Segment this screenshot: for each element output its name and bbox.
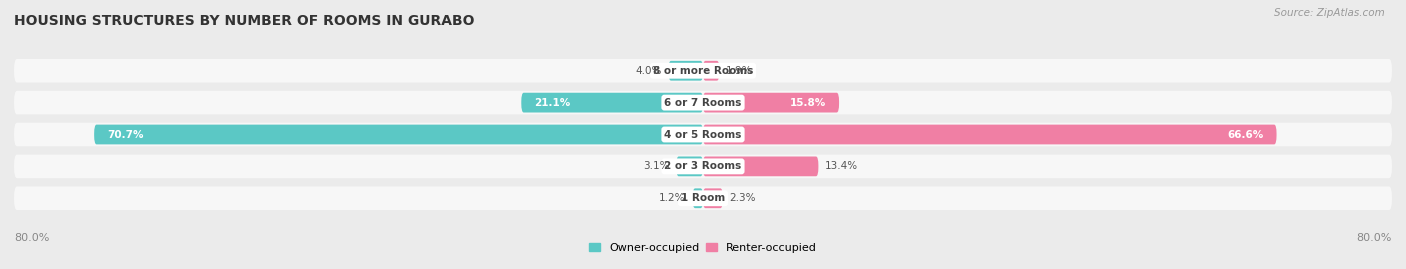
FancyBboxPatch shape xyxy=(703,157,818,176)
FancyBboxPatch shape xyxy=(14,91,1392,114)
Text: 8 or more Rooms: 8 or more Rooms xyxy=(652,66,754,76)
FancyBboxPatch shape xyxy=(693,188,703,208)
Text: Source: ZipAtlas.com: Source: ZipAtlas.com xyxy=(1274,8,1385,18)
Text: 13.4%: 13.4% xyxy=(825,161,859,171)
FancyBboxPatch shape xyxy=(14,59,1392,83)
Text: 80.0%: 80.0% xyxy=(14,233,49,243)
FancyBboxPatch shape xyxy=(14,123,1392,146)
Text: 1 Room: 1 Room xyxy=(681,193,725,203)
Text: 6 or 7 Rooms: 6 or 7 Rooms xyxy=(664,98,742,108)
Text: 80.0%: 80.0% xyxy=(1357,233,1392,243)
Text: 1.2%: 1.2% xyxy=(659,193,686,203)
FancyBboxPatch shape xyxy=(669,61,703,81)
Text: 4.0%: 4.0% xyxy=(636,66,662,76)
FancyBboxPatch shape xyxy=(676,157,703,176)
Legend: Owner-occupied, Renter-occupied: Owner-occupied, Renter-occupied xyxy=(589,243,817,253)
Text: 15.8%: 15.8% xyxy=(790,98,827,108)
Text: 66.6%: 66.6% xyxy=(1227,129,1264,140)
FancyBboxPatch shape xyxy=(94,125,703,144)
FancyBboxPatch shape xyxy=(14,186,1392,210)
FancyBboxPatch shape xyxy=(703,61,720,81)
Text: 70.7%: 70.7% xyxy=(107,129,143,140)
Text: 3.1%: 3.1% xyxy=(643,161,669,171)
FancyBboxPatch shape xyxy=(703,93,839,112)
Text: 21.1%: 21.1% xyxy=(534,98,571,108)
Text: 1.9%: 1.9% xyxy=(727,66,752,76)
Text: 2 or 3 Rooms: 2 or 3 Rooms xyxy=(665,161,741,171)
FancyBboxPatch shape xyxy=(703,125,1277,144)
Text: 4 or 5 Rooms: 4 or 5 Rooms xyxy=(664,129,742,140)
Text: 2.3%: 2.3% xyxy=(730,193,756,203)
FancyBboxPatch shape xyxy=(703,188,723,208)
Text: HOUSING STRUCTURES BY NUMBER OF ROOMS IN GURABO: HOUSING STRUCTURES BY NUMBER OF ROOMS IN… xyxy=(14,14,475,28)
FancyBboxPatch shape xyxy=(14,155,1392,178)
FancyBboxPatch shape xyxy=(522,93,703,112)
